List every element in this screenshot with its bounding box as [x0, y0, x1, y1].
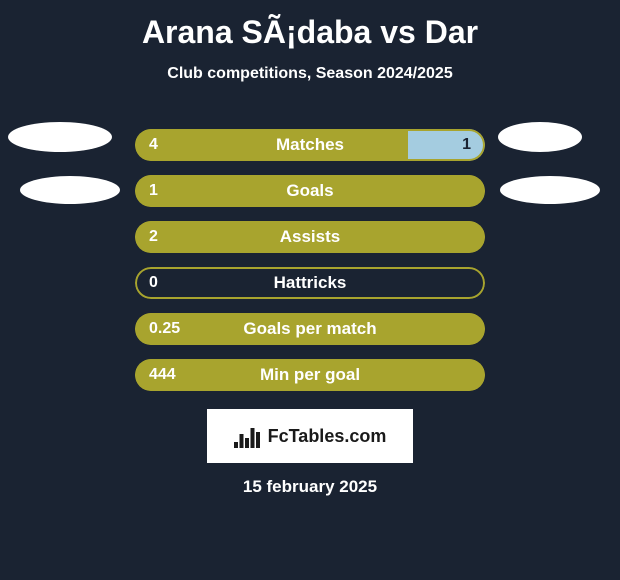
stat-label: Min per goal — [135, 365, 485, 385]
page-subtitle: Club competitions, Season 2024/2025 — [0, 65, 620, 83]
stat-bar: 41Matches — [135, 129, 485, 161]
stat-label: Goals — [135, 181, 485, 201]
player-ellipse — [8, 122, 112, 152]
stat-label: Goals per match — [135, 319, 485, 339]
stat-bar: 1Goals — [135, 175, 485, 207]
fctables-icon — [234, 424, 262, 448]
player-ellipse — [500, 176, 600, 204]
stat-bar: 0Hattricks — [135, 267, 485, 299]
player-ellipse — [20, 176, 120, 204]
footer-date: 15 february 2025 — [0, 477, 620, 497]
page-title: Arana SÃ¡daba vs Dar — [0, 0, 620, 51]
player-ellipse — [498, 122, 582, 152]
stat-label: Matches — [135, 135, 485, 155]
stat-bar: 444Min per goal — [135, 359, 485, 391]
stat-label: Hattricks — [135, 273, 485, 293]
footer-logo: FcTables.com — [207, 409, 413, 463]
stat-bar: 2Assists — [135, 221, 485, 253]
stat-label: Assists — [135, 227, 485, 247]
footer-logo-text: FcTables.com — [268, 426, 387, 447]
stat-bars-container: 41Matches 1Goals 2Assists 0Hattricks 0.25Goa… — [135, 129, 485, 391]
stat-bar: 0.25Goals per match — [135, 313, 485, 345]
